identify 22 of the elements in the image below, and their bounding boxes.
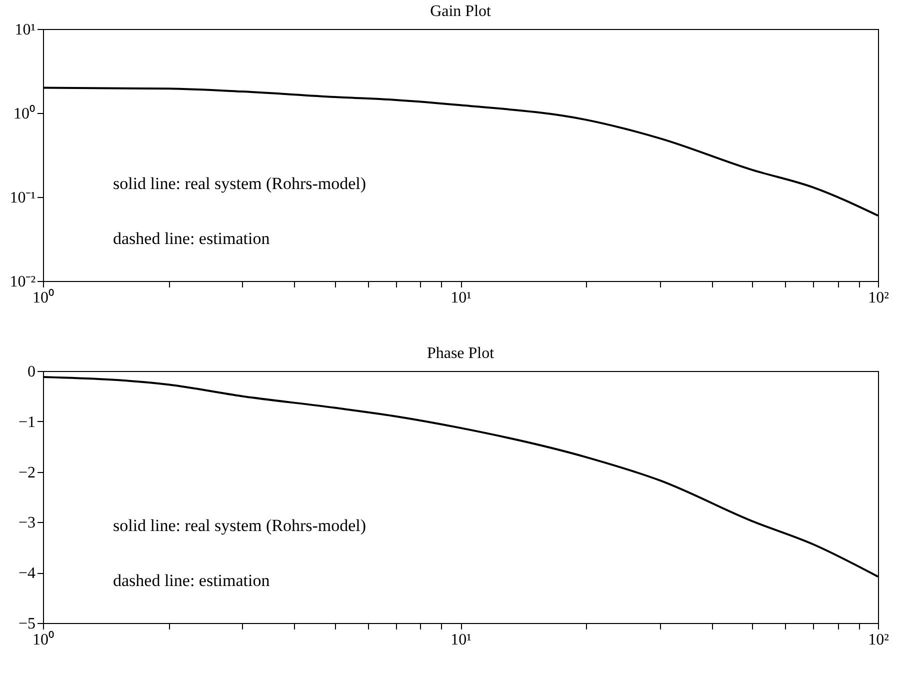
y-tick-label: 10⁰ [14,104,36,122]
y-tick-label: 0 [28,364,36,380]
annotation: dashed line: estimation [113,571,270,590]
y-tick-label: 10¹ [14,22,36,38]
x-tick-label: 10¹ [450,632,472,648]
y-tick-label: 10⁻¹ [10,190,36,206]
y-tick-label: 10⁻² [10,274,36,290]
x-tick-label: 10¹ [450,290,472,306]
y-tick-label: −4 [18,565,36,582]
annotation: solid line: real system (Rohrs-model) [113,516,366,535]
y-tick-label: −2 [18,464,36,482]
x-tick-label: 10² [868,290,890,306]
x-tick-label: 10⁰ [32,288,54,306]
chart-title: Phase Plot [426,345,495,362]
annotation: dashed line: estimation [113,229,270,248]
y-tick-label: −5 [18,616,36,632]
y-tick-label: −1 [18,414,36,431]
y-tick-label: −3 [18,514,36,532]
annotation: solid line: real system (Rohrs-model) [113,174,366,193]
x-tick-label: 10⁰ [32,630,54,648]
x-tick-label: 10² [868,632,890,648]
chart-title: Gain Plot [430,3,492,20]
